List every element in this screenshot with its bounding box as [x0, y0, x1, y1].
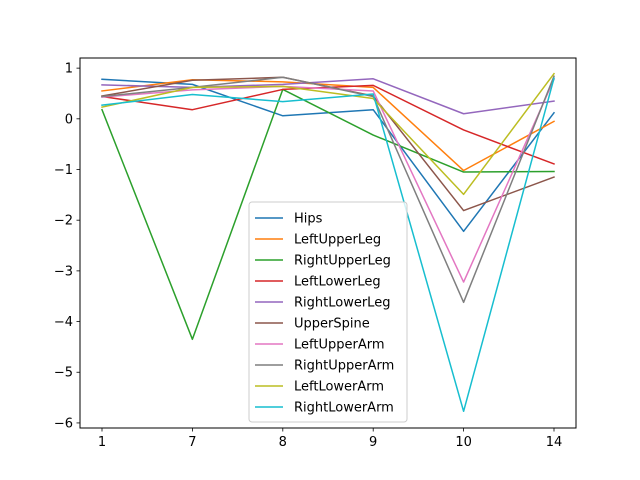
- legend-box: [248, 201, 408, 423]
- legend-label: Hips: [294, 212, 323, 227]
- x-tick-label: 8: [279, 435, 287, 450]
- y-tick-label: 0: [65, 112, 73, 127]
- y-tick-label: −4: [54, 315, 73, 330]
- legend: Hips LeftUpperLeg RightUpperLeg LeftLowerLe…: [248, 201, 408, 423]
- y-tick-label: −5: [54, 366, 73, 381]
- series-lines: [101, 72, 556, 413]
- y-axis: 1 0 −1 −2 −3 −4 −5 −6: [54, 62, 80, 431]
- x-axis: 1 7 8 9 10 14: [98, 428, 562, 450]
- legend-label: LeftUpperArm: [294, 338, 385, 353]
- x-tick-label: 10: [455, 435, 472, 450]
- y-tick-label: −3: [54, 264, 73, 279]
- y-tick-label: −2: [54, 214, 73, 229]
- y-tick-label: −1: [54, 163, 73, 178]
- legend-label: RightUpperLeg: [294, 254, 391, 269]
- series-line-RightLowerLeg: [101, 78, 555, 115]
- series-line-RightLowerArm: [101, 77, 555, 413]
- series-line-RightUpperArm: [101, 75, 555, 304]
- legend-label: LeftUpperLeg: [294, 233, 381, 248]
- series-line-RightUpperLeg: [101, 88, 555, 341]
- x-tick-label: 14: [546, 435, 563, 450]
- legend-label: LeftLowerArm: [294, 380, 384, 395]
- series-line-LeftUpperLeg: [101, 79, 556, 172]
- legend-label: RightUpperArm: [294, 359, 394, 374]
- legend-label: RightLowerLeg: [294, 296, 390, 311]
- legend-label: UpperSpine: [294, 317, 370, 332]
- y-tick-label: −6: [54, 416, 73, 431]
- x-tick-label: 7: [188, 435, 196, 450]
- series-line-LeftLowerArm: [101, 72, 556, 196]
- y-tick-label: 1: [65, 62, 73, 77]
- x-tick-label: 9: [369, 435, 377, 450]
- legend-label: LeftLowerLeg: [294, 275, 381, 290]
- x-tick-label: 1: [98, 435, 106, 450]
- legend-label: RightLowerArm: [294, 401, 394, 416]
- plot-frame: [79, 57, 577, 429]
